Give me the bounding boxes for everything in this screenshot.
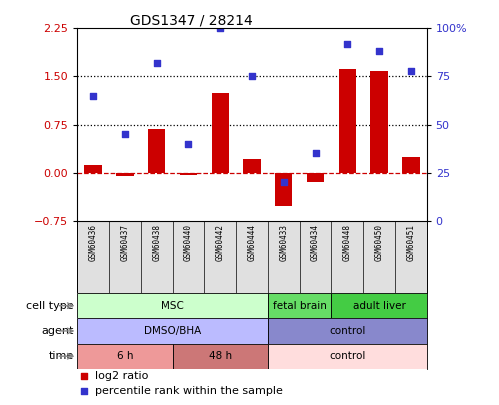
Bar: [275, 173, 292, 206]
Bar: [84, 165, 102, 173]
Text: 6 h: 6 h: [117, 351, 133, 361]
Text: GSM60433: GSM60433: [279, 224, 288, 262]
Bar: [173, 343, 268, 369]
Point: [280, 179, 288, 185]
Bar: [116, 173, 134, 176]
Text: DMSO/BHA: DMSO/BHA: [144, 326, 201, 336]
Text: agent: agent: [41, 326, 74, 336]
Text: MSC: MSC: [161, 301, 184, 311]
Point: [311, 150, 319, 157]
Text: GSM60434: GSM60434: [311, 224, 320, 262]
Point: [248, 73, 256, 80]
Text: cell type: cell type: [26, 301, 74, 311]
Point: [80, 388, 88, 394]
Text: control: control: [329, 351, 365, 361]
Text: GSM60451: GSM60451: [406, 224, 415, 262]
Bar: [338, 69, 356, 173]
Point: [89, 92, 97, 99]
Bar: [77, 343, 173, 369]
Bar: [370, 71, 388, 173]
Bar: [307, 173, 324, 182]
Bar: [77, 293, 268, 318]
Point: [121, 131, 129, 137]
Text: GSM60440: GSM60440: [184, 224, 193, 262]
Point: [153, 60, 161, 66]
Bar: [268, 343, 427, 369]
Text: fetal brain: fetal brain: [272, 301, 326, 311]
Text: GSM60448: GSM60448: [343, 224, 352, 262]
Text: time: time: [48, 351, 74, 361]
Bar: [77, 318, 268, 343]
Text: GDS1347 / 28214: GDS1347 / 28214: [130, 13, 252, 27]
Bar: [243, 159, 260, 173]
Text: GSM60436: GSM60436: [89, 224, 98, 262]
Text: GSM60437: GSM60437: [120, 224, 129, 262]
Point: [407, 68, 415, 74]
Text: control: control: [329, 326, 365, 336]
Bar: [402, 157, 420, 173]
Text: adult liver: adult liver: [353, 301, 406, 311]
Point: [375, 48, 383, 55]
Bar: [268, 293, 331, 318]
Bar: [212, 92, 229, 173]
Text: 48 h: 48 h: [209, 351, 232, 361]
Text: GSM60438: GSM60438: [152, 224, 161, 262]
Text: GSM60450: GSM60450: [375, 224, 384, 262]
Text: percentile rank within the sample: percentile rank within the sample: [95, 386, 283, 396]
Bar: [268, 318, 427, 343]
Text: GSM60442: GSM60442: [216, 224, 225, 262]
Point: [343, 40, 351, 47]
Bar: [148, 129, 166, 173]
Point: [185, 141, 193, 147]
Text: log2 ratio: log2 ratio: [95, 371, 148, 382]
Point: [216, 25, 224, 32]
Bar: [331, 293, 427, 318]
Point: [80, 373, 88, 379]
Text: GSM60444: GSM60444: [248, 224, 256, 262]
Bar: [180, 173, 197, 175]
